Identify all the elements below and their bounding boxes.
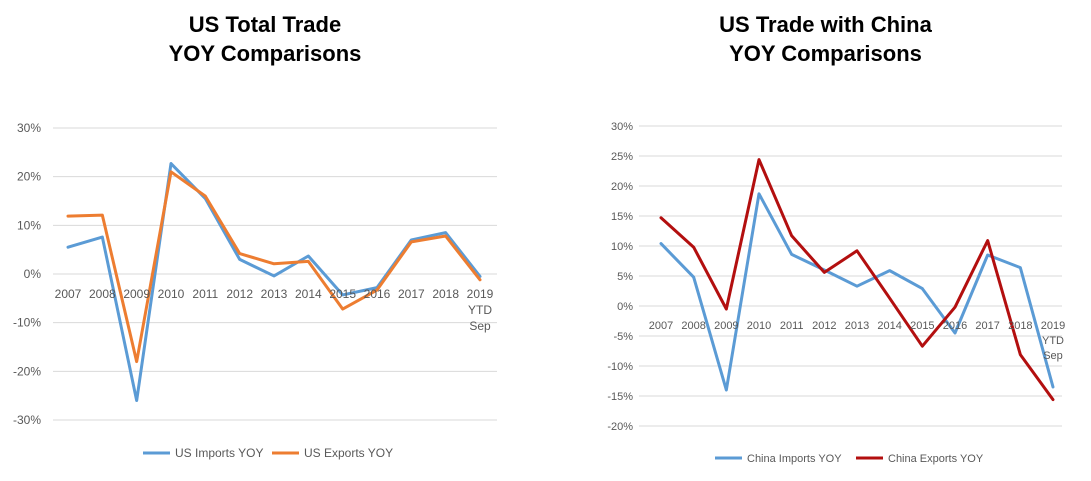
x-tick-label: 2010 xyxy=(158,287,185,301)
y-tick-label: -30% xyxy=(13,413,41,427)
legend-label-us-imports-yoy: US Imports YOY xyxy=(175,446,263,460)
chart-title-line-2: YOY Comparisons xyxy=(729,41,922,66)
x-tick-label: 2019 xyxy=(1041,320,1065,332)
us-china-trade-chart: 30% 25% 20% 15% 10% 5% 0% -5% -10% -15% -20% 2007 20… xyxy=(607,121,1065,465)
y-tick-label: 25% xyxy=(611,151,633,163)
y-tick-label: -15% xyxy=(607,391,633,403)
y-tick-label: 0% xyxy=(617,301,633,313)
x-tick-label: 2017 xyxy=(975,320,999,332)
y-tick-label: 5% xyxy=(617,271,633,283)
chart-title-us-total-trade: US Total Trade YOY Comparisons xyxy=(0,10,530,68)
y-tick-label: 30% xyxy=(17,121,41,135)
x-tick-label: 2013 xyxy=(261,287,288,301)
x-tick-label: 2018 xyxy=(432,287,459,301)
x-tick-label: 2011 xyxy=(780,320,804,332)
chart-title-us-china-trade: US Trade with China YOY Comparisons xyxy=(560,10,1091,68)
y-tick-label: -10% xyxy=(13,316,41,330)
legend-label-china-exports-yoy: China Exports YOY xyxy=(888,453,984,465)
series-line-us-imports-yoy xyxy=(66,162,482,403)
y-tick-label: 30% xyxy=(611,121,633,133)
y-tick-label: 20% xyxy=(17,170,41,184)
x-tick-label-extra: YTD xyxy=(468,303,492,317)
x-tick-label: 2009 xyxy=(123,287,150,301)
x-tick-label: 2014 xyxy=(877,320,901,332)
x-tick-label-extra: Sep xyxy=(469,319,491,333)
x-tick-label: 2008 xyxy=(681,320,705,332)
chart-title-line-2: YOY Comparisons xyxy=(168,41,362,66)
x-tick-label: 2012 xyxy=(226,287,253,301)
x-tick-label: 2007 xyxy=(649,320,673,332)
y-tick-label: 15% xyxy=(611,211,633,223)
x-tick-label: 2010 xyxy=(747,320,771,332)
x-tick-label: 2008 xyxy=(89,287,116,301)
x-tick-label: 2019 xyxy=(467,287,494,301)
x-tick-label: 2015 xyxy=(910,320,934,332)
x-tick-label: 2016 xyxy=(943,320,967,332)
legend-label-us-exports-yoy: US Exports YOY xyxy=(304,446,393,460)
chart-title-line-1: US Trade with China xyxy=(719,12,932,37)
x-tick-label: 2018 xyxy=(1008,320,1032,332)
x-tick-label: 2009 xyxy=(714,320,738,332)
series-line-us-exports-yoy xyxy=(66,170,482,364)
chart-title-line-1: US Total Trade xyxy=(188,12,342,37)
x-tick-label: 2007 xyxy=(55,287,82,301)
x-tick-label-extra: Sep xyxy=(1043,350,1063,362)
x-tick-label: 2014 xyxy=(295,287,322,301)
x-tick-label: 2013 xyxy=(845,320,869,332)
y-tick-label: 20% xyxy=(611,181,633,193)
legend-label-china-imports-yoy: China Imports YOY xyxy=(747,453,842,465)
us-total-trade-panel: US Total Trade YOY Comparisons 30% 20% 10%… xyxy=(0,0,530,481)
x-tick-label: 2011 xyxy=(192,287,218,301)
y-tick-label: -20% xyxy=(607,421,633,433)
us-total-trade-chart: 30% 20% 10% 0% -10% -20% -30% 2007 2008 2009 2010 2… xyxy=(13,121,497,460)
x-tick-label-extra: YTD xyxy=(1042,335,1064,347)
us-china-trade-panel: US Trade with China YOY Comparisons 30% 2… xyxy=(560,0,1091,481)
y-tick-label: -20% xyxy=(13,364,41,378)
y-tick-label: 10% xyxy=(17,218,41,232)
x-tick-label: 2017 xyxy=(398,287,425,301)
y-tick-label: -5% xyxy=(613,331,633,343)
y-tick-label: -10% xyxy=(607,361,633,373)
x-tick-label: 2016 xyxy=(364,287,391,301)
y-tick-label: 0% xyxy=(24,267,42,281)
y-tick-label: 10% xyxy=(611,241,633,253)
x-tick-label: 2012 xyxy=(812,320,836,332)
series-line-china-imports-yoy xyxy=(659,192,1055,392)
x-tick-label: 2015 xyxy=(329,287,356,301)
